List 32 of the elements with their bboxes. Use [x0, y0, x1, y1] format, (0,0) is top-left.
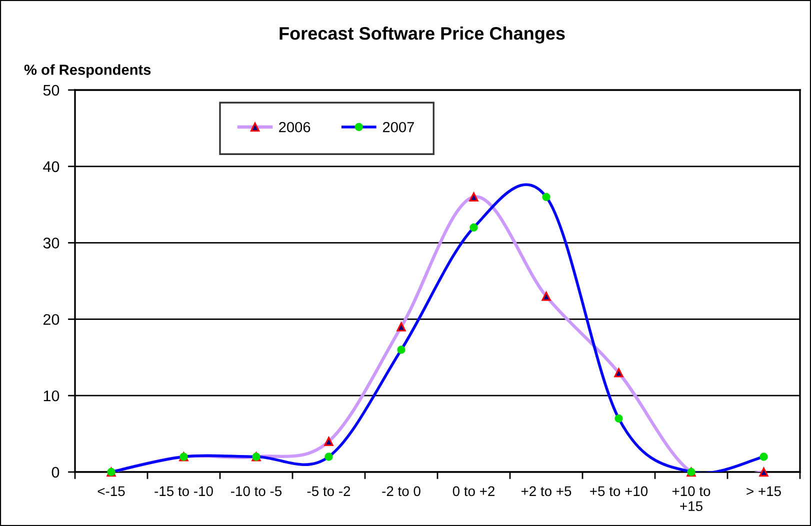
point: [614, 368, 624, 378]
point: [396, 322, 406, 332]
point: [324, 452, 333, 461]
point: [759, 467, 768, 477]
x-tick-label: 0 to +2: [452, 486, 494, 496]
y-tick-label: 40: [43, 161, 60, 172]
y-tick-label: 10: [44, 390, 60, 402]
y-tick-label: 50: [43, 84, 60, 96]
x-tick-label: > +15: [746, 486, 781, 496]
point: [470, 223, 478, 232]
y-tick-label: 30: [43, 238, 60, 248]
x-tick-label: -2 to 0: [382, 486, 420, 496]
x-tick-label: +2 to +5: [521, 486, 572, 496]
point: [760, 452, 768, 461]
y-axis-title: % of Respondents: [24, 64, 151, 78]
x-tick-label: -10 to -5: [231, 486, 282, 496]
point: [324, 436, 334, 446]
point: [469, 192, 478, 202]
chart-title: Forecast Software Price Changes: [280, 26, 565, 44]
point: [542, 292, 551, 301]
x-tick-label: +10 to +15: [672, 486, 710, 512]
y-tick-label: 20: [44, 314, 60, 325]
legend-label: 2006: [279, 122, 310, 132]
y-tick-label: 0: [52, 466, 60, 478]
x-tick-label: -15 to -10: [154, 486, 213, 496]
legend-label: 2007: [382, 122, 414, 132]
x-tick-label: +5 to +10: [590, 486, 648, 496]
x-tick-label: -5 to -2: [307, 486, 350, 496]
point: [397, 346, 406, 354]
point: [614, 414, 623, 423]
point: [542, 192, 550, 202]
x-tick-label: <-15: [98, 486, 125, 496]
